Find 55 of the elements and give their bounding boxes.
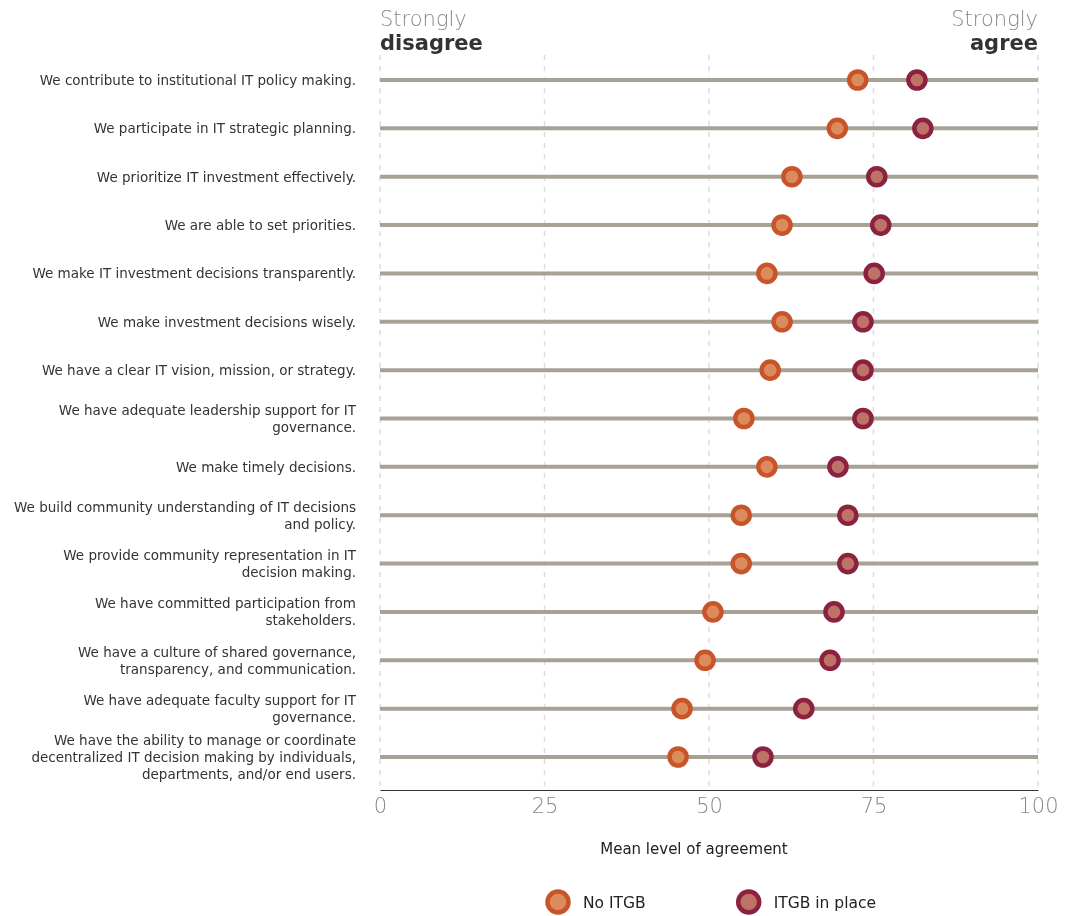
point: [730, 552, 753, 575]
point: [826, 117, 849, 140]
x-tick-label: 50: [696, 793, 723, 818]
point: [865, 165, 888, 188]
point: [837, 504, 859, 526]
y-tick-label: We have a clear IT vision, mission, or strategy.: [41, 362, 356, 379]
point: [852, 311, 874, 333]
point: [752, 746, 774, 768]
y-tick-label: We make investment decisions wisely.: [97, 313, 356, 330]
point: [912, 117, 934, 140]
point: [756, 456, 778, 478]
y-tick-label: We provide community representation in IT decision making.: [63, 547, 357, 581]
point: [667, 746, 689, 768]
y-tick-label: We have adequate leadership support for IT governance.: [58, 402, 357, 435]
y-tick-label: We have adequate faculty support for IT governance.: [83, 692, 357, 726]
y-tick-label: We have committed participation from stakeholders.: [94, 595, 356, 629]
annotation: Strongly agree: [951, 7, 1038, 55]
y-tick-label: We prioritize IT investment effectively.: [96, 168, 356, 185]
annotation: Strongly disagree: [380, 7, 483, 55]
point: [827, 456, 849, 478]
legend-label: ITGB in place: [773, 894, 877, 912]
y-tick-label: We have the ability to manage or coordinate decentralized IT decision making by individuals, departments, and/or end users.: [31, 732, 356, 782]
point: [869, 214, 892, 236]
point: [819, 649, 841, 672]
point: [733, 407, 755, 430]
point: [781, 165, 803, 188]
point: [852, 359, 874, 381]
x-tick-label: 25: [531, 793, 559, 818]
x-tick-label: 0: [373, 793, 388, 818]
point: [694, 649, 716, 672]
point: [863, 262, 885, 285]
legend-label: No ITGB: [583, 894, 646, 912]
point: [756, 262, 778, 285]
y-tick-label: We make IT investment decisions transparently.: [32, 265, 356, 282]
y-tick-label: We are able to set priorities.: [164, 217, 356, 234]
point: [702, 601, 724, 623]
point: [792, 697, 815, 720]
x-axis-title: Mean level of agreement: [600, 840, 788, 858]
point: [771, 214, 793, 236]
point: [771, 311, 793, 333]
point: [730, 504, 753, 526]
point: [671, 697, 693, 720]
x-tick-label: 100: [1018, 793, 1059, 818]
y-tick-label: We contribute to institutional IT policy making.: [39, 72, 356, 88]
y-tick-label: We have a culture of shared governance, transparency, and communication.: [78, 643, 356, 677]
point: [823, 601, 845, 623]
point: [846, 69, 869, 91]
point: [906, 69, 928, 91]
x-tick-label: 75: [860, 793, 888, 818]
point: [759, 359, 781, 381]
y-tick-label: We participate in IT strategic planning.: [93, 120, 356, 137]
y-tick-label: We make timely decisions.: [175, 458, 356, 475]
point: [852, 407, 874, 430]
point: [837, 552, 859, 575]
y-tick-label: We build community understanding of IT decisions and policy.: [14, 498, 356, 532]
